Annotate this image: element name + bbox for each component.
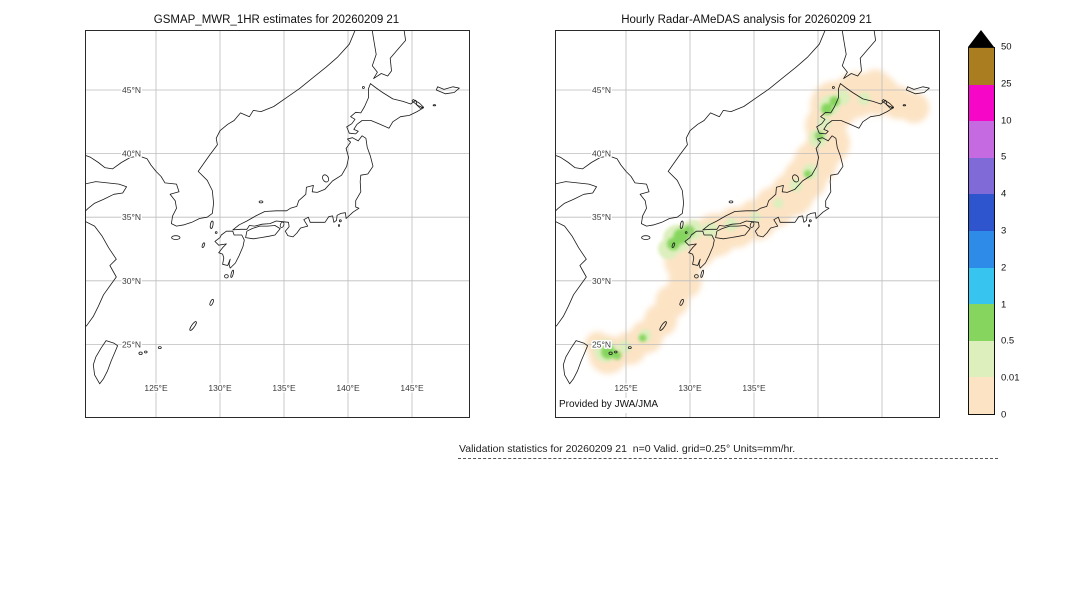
lon-tick-label: 145°E <box>400 383 424 393</box>
precip-trace-field <box>585 69 930 374</box>
axis-tick-labels: 45°N 40°N 35°N 30°N 25°N 125°E 130°E 135°E <box>591 84 768 395</box>
right-map-panel: 45°N 40°N 35°N 30°N 25°N 125°E 130°E 135°E Prov… <box>555 30 940 418</box>
island <box>337 224 340 227</box>
lon-tick-label: 125°E <box>614 383 638 393</box>
island <box>659 321 667 331</box>
lat-tick-label: 35°N <box>122 212 141 222</box>
lat-tick-label: 45°N <box>592 85 611 95</box>
island <box>792 174 800 183</box>
lat-tick-label: 30°N <box>592 276 611 286</box>
island <box>138 351 143 355</box>
colorbar-label: 5 <box>1001 151 1007 163</box>
lon-tick-label: 140°E <box>336 383 360 393</box>
lat-tick-label: 25°N <box>122 339 141 349</box>
colorbar-overflow-arrow-icon <box>968 30 994 47</box>
island <box>614 350 618 354</box>
coastlines <box>86 31 460 385</box>
colorbar-segment <box>969 84 994 122</box>
island <box>749 221 755 228</box>
island <box>671 242 676 248</box>
colorbar-segment <box>969 157 994 195</box>
colorbar-label: 0.01 <box>1001 372 1020 384</box>
left-map-panel: 45°N 40°N 35°N 30°N 25°N 125°E 130°E 135°E 140°E… <box>85 30 470 418</box>
colorbar-label: 1 <box>1001 299 1007 311</box>
colorbar-segment <box>969 48 994 85</box>
lat-tick-label: 25°N <box>592 339 611 349</box>
colorbar-label: 2 <box>1001 262 1007 274</box>
colorbar-label: 0 <box>1001 409 1007 421</box>
map-credit: Provided by JWA/JMA <box>557 398 664 413</box>
island <box>258 200 264 204</box>
lat-tick-label: 40°N <box>122 149 141 159</box>
island <box>807 224 810 227</box>
island <box>684 231 688 234</box>
lat-tick-label: 45°N <box>122 85 141 95</box>
lat-tick-label: 30°N <box>122 276 141 286</box>
lat-tick-label: 35°N <box>592 212 611 222</box>
colorbar-segment <box>969 121 994 158</box>
island <box>627 346 632 350</box>
island <box>144 350 148 354</box>
colorbar-label: 10 <box>1001 115 1012 127</box>
island <box>679 220 684 229</box>
left-panel-title: GSMAP_MWR_1HR estimates for 20260209 21 <box>153 14 400 26</box>
graticule-gridlines <box>86 31 469 417</box>
colorbar-segment <box>969 230 994 268</box>
right-map-svg: 45°N 40°N 35°N 30°N 25°N 125°E 130°E 135°E <box>556 31 939 417</box>
island <box>361 86 365 89</box>
lat-tick-label: 40°N <box>592 149 611 159</box>
lon-tick-label: 130°E <box>208 383 232 393</box>
island <box>831 86 835 89</box>
colorbar-label: 50 <box>1001 41 1012 53</box>
colorbar-label: 4 <box>1001 188 1007 200</box>
colorbar-segment <box>969 267 994 305</box>
island <box>432 104 437 107</box>
island <box>694 274 699 279</box>
colorbar-labels: 50 25 10 5 4 3 2 1 0.5 0.01 0 <box>1001 42 1045 421</box>
caption-underline <box>458 458 998 459</box>
colorbar-segment <box>969 194 994 231</box>
colorbar-segment <box>969 377 994 414</box>
island <box>214 231 218 234</box>
island <box>700 269 704 278</box>
colorbar-label: 3 <box>1001 225 1007 237</box>
island <box>608 351 613 355</box>
lon-tick-label: 125°E <box>144 383 168 393</box>
island <box>338 219 342 223</box>
colorbar-label: 25 <box>1001 78 1012 90</box>
island <box>679 299 684 306</box>
colorbar-scale <box>968 47 995 415</box>
precip-moderate-field <box>601 96 840 360</box>
island <box>230 269 234 278</box>
colorbar-label: 0.5 <box>1001 335 1015 347</box>
graticule-gridlines <box>556 31 939 417</box>
coastlines <box>556 31 930 385</box>
island <box>209 299 214 306</box>
island <box>201 242 206 248</box>
island <box>189 321 197 331</box>
validation-caption: Validation statistics for 20260209 21 n=… <box>459 443 796 455</box>
colorbar-segment <box>969 304 994 341</box>
island <box>224 274 229 279</box>
island <box>279 221 285 228</box>
island <box>322 174 330 183</box>
island <box>641 235 651 240</box>
colorbar-segment <box>969 340 994 378</box>
axis-tick-labels: 45°N 40°N 35°N 30°N 25°N 125°E 130°E 135°E 140°E… <box>121 84 426 395</box>
island <box>902 104 907 107</box>
island <box>171 235 181 240</box>
island <box>808 219 812 223</box>
lon-tick-label: 135°E <box>272 383 296 393</box>
lon-tick-label: 135°E <box>742 383 766 393</box>
island <box>728 200 734 204</box>
island <box>209 220 214 229</box>
island <box>157 346 162 350</box>
left-map-svg: 45°N 40°N 35°N 30°N 25°N 125°E 130°E 135°E 140°E… <box>86 31 469 417</box>
lon-tick-label: 130°E <box>678 383 702 393</box>
right-panel-title: Hourly Radar-AMeDAS analysis for 2026020… <box>621 14 872 26</box>
